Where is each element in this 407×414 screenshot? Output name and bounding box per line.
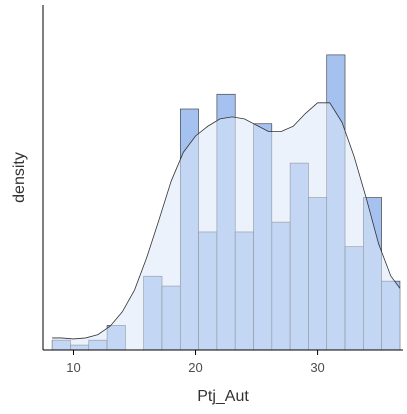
density-line bbox=[52, 102, 401, 340]
x-ticks: 10 20 30 bbox=[66, 350, 325, 375]
density-area bbox=[52, 102, 400, 350]
x-tick-label: 20 bbox=[188, 360, 202, 375]
x-axis-title: Ptj_Aut bbox=[197, 388, 249, 405]
x-tick-label: 10 bbox=[66, 360, 80, 375]
x-tick-label: 30 bbox=[310, 360, 324, 375]
y-axis-title: density bbox=[11, 152, 28, 203]
